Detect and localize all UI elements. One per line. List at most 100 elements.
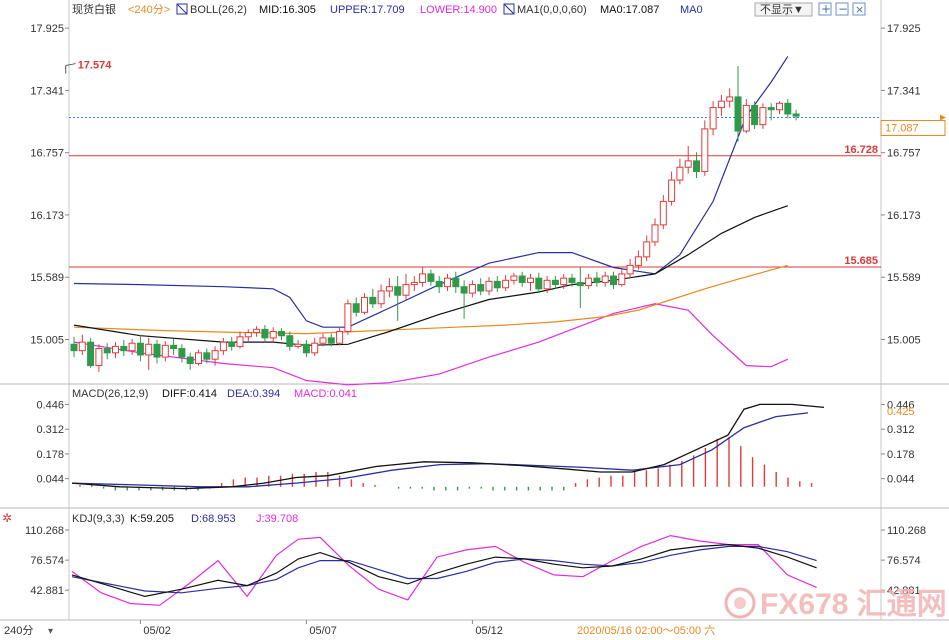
macd-tick-label-left: 0.044 [36, 474, 64, 486]
candle [742, 104, 750, 132]
candle [336, 330, 344, 344]
boll-lower-value: LOWER:14.900 [420, 4, 497, 16]
candle [311, 342, 319, 354]
minimize-icon[interactable] [835, 2, 849, 16]
candle [369, 296, 377, 305]
add-icon-glyph: + [821, 2, 831, 16]
candle [551, 279, 559, 286]
date-label: 05/12 [475, 625, 503, 637]
kdj-tick-label-right: 42.881 [887, 585, 921, 597]
price-tick-label-left: 15.005 [30, 334, 64, 346]
hide-dropdown-label[interactable]: 不显示▼ [760, 3, 804, 16]
candle [676, 166, 684, 181]
candle [78, 341, 86, 352]
candle [294, 343, 302, 347]
macd-dea-value: DEA:0.394 [227, 388, 280, 400]
kdj-k-line [71, 543, 817, 598]
settings-gear-icon[interactable]: ✲ [2, 511, 12, 525]
candle [394, 286, 402, 296]
candle [751, 104, 759, 126]
candle [535, 277, 543, 290]
candle [560, 277, 568, 286]
candle [178, 348, 186, 358]
boll-indicator-icon-slash [176, 3, 188, 15]
price-tick-label-right: 17.925 [887, 23, 921, 35]
price-tick-label-left: 16.173 [30, 210, 64, 222]
price-tick-label-right: 17.341 [887, 85, 921, 97]
period-label[interactable]: <240分> [128, 3, 170, 16]
candle [228, 341, 236, 347]
candle [717, 100, 725, 109]
period-dropdown-icon[interactable]: ▾ [48, 626, 53, 637]
ma-label: MA1(0,0,0,60) [517, 4, 587, 16]
boll-indicator-icon[interactable] [176, 3, 188, 15]
minimize-icon-glyph: − [838, 2, 848, 16]
candle [95, 348, 103, 367]
ma0-value: MA0:17.087 [600, 4, 659, 16]
high-marker-label: 17.574 [78, 60, 113, 72]
candle [203, 352, 211, 360]
candle [319, 337, 327, 344]
candle [759, 107, 767, 126]
candle [460, 286, 468, 294]
candle [468, 284, 476, 294]
macd-tick-label-right: 0.178 [887, 449, 915, 461]
close-icon[interactable] [852, 2, 866, 16]
macd-value: MACD:0.041 [294, 388, 357, 400]
macd-tick-label-right: 0.446 [887, 399, 915, 411]
kdj-header: ✲ KDJ(9,3,3) K:59.205 D:68.953 J:39.708 [2, 511, 298, 525]
candle [576, 281, 584, 287]
macd-pane [71, 403, 825, 491]
footer-timestamp: 2020/05/16 02:00～05:00 六 [577, 624, 715, 637]
boll-mid-line [73, 205, 788, 346]
candle [435, 280, 443, 288]
kdj-tick-label-left: 110.268 [25, 525, 64, 537]
kdj-tick-label-left: 76.574 [30, 555, 64, 567]
candle [70, 343, 78, 352]
candle [253, 328, 261, 334]
candle [161, 344, 169, 358]
kdj-tick-label-right: 76.574 [887, 555, 921, 567]
candle [593, 277, 601, 283]
candle [701, 128, 709, 173]
ma-indicator-icon[interactable] [503, 3, 515, 15]
add-icon[interactable] [818, 2, 832, 16]
candle [518, 275, 526, 283]
candle [634, 256, 642, 266]
kdj-j-value: J:39.708 [256, 513, 298, 525]
hide-dropdown[interactable] [754, 2, 813, 17]
kdj-k-value: K:59.205 [130, 513, 174, 525]
candle [410, 281, 418, 286]
candle [219, 341, 227, 352]
candle [327, 337, 335, 344]
footer-period[interactable]: 240分 [4, 624, 33, 637]
close-icon-glyph: × [855, 3, 864, 16]
candle [145, 343, 153, 356]
kdj-d-value: D:68.953 [191, 513, 236, 525]
kdj-d-line [71, 545, 817, 594]
candle [452, 277, 460, 288]
candle [261, 328, 269, 339]
candle [543, 279, 551, 290]
kdj-tick-label-right: 110.268 [887, 525, 926, 537]
symbol-label: 现货白银 [72, 2, 116, 16]
support-line-label-1: 15.685 [844, 255, 878, 267]
candle [87, 341, 95, 367]
watermark-text: FX678 汇通网 [760, 588, 947, 621]
candle [568, 277, 576, 283]
kdj-j-line [71, 534, 817, 606]
candle [352, 303, 360, 313]
candle [601, 275, 609, 283]
candle [626, 264, 634, 275]
candle [693, 160, 700, 173]
macd-last-value: 0.425 [887, 406, 915, 418]
price-tick-label-right: 16.757 [887, 148, 921, 160]
candle [344, 303, 352, 332]
boll-upper-value: UPPER:17.709 [330, 4, 405, 16]
high-marker-leader [65, 63, 76, 67]
candle [211, 350, 219, 360]
boll-lower-line [73, 303, 789, 386]
candle [244, 332, 252, 338]
candle [527, 277, 534, 283]
